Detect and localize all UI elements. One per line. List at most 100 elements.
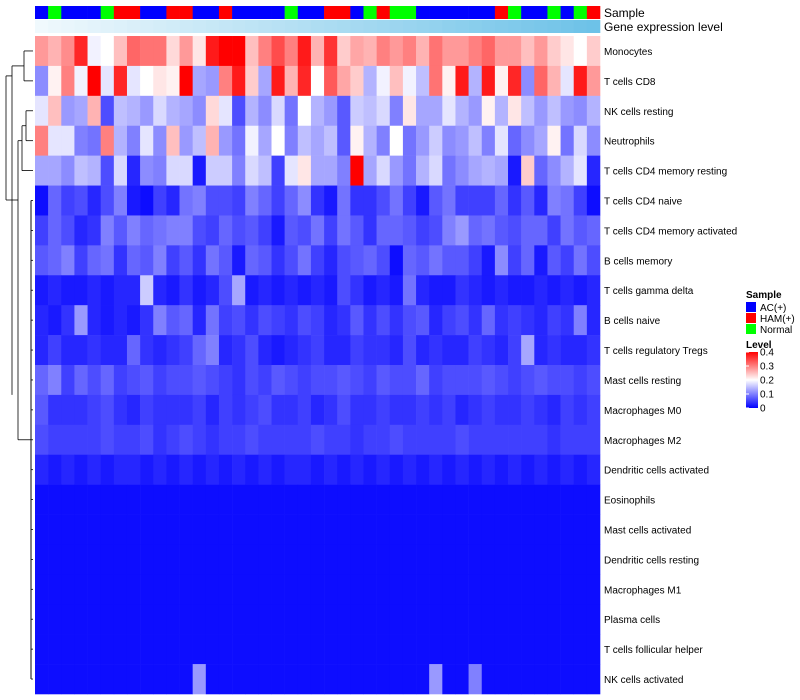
sample-annotation-cell (126, 6, 141, 19)
heatmap-cell (232, 634, 246, 665)
heatmap-cell (232, 365, 246, 396)
gene-expression-cell (100, 20, 115, 33)
heatmap-cell (455, 664, 469, 695)
heatmap-cell (205, 634, 220, 665)
heatmap-cell (61, 604, 75, 635)
gene-expression-cell (48, 20, 62, 33)
heatmap-cell (416, 275, 430, 306)
heatmap-cell (140, 65, 154, 97)
heatmap-cell (416, 65, 430, 97)
heatmap-cell (284, 664, 299, 695)
gene-expression-cell (218, 20, 233, 33)
heatmap-cell (48, 365, 62, 396)
heatmap-cell (402, 604, 417, 635)
sample-annotation-cell (271, 6, 285, 19)
sample-annotation-cell (416, 6, 430, 19)
heatmap-cell (534, 424, 548, 456)
heatmap-cell (74, 454, 88, 485)
heatmap-cell (74, 155, 88, 186)
heatmap-cell (547, 185, 561, 216)
heatmap-cell (468, 245, 483, 276)
heatmap-cell (297, 394, 312, 426)
heatmap-cell (126, 215, 141, 246)
heatmap-cell (363, 155, 377, 186)
heatmap-cell (258, 454, 272, 485)
heatmap-cell (310, 36, 325, 67)
heatmap-cell (468, 155, 483, 186)
heatmap-cell (376, 454, 391, 485)
heatmap-cell (494, 424, 509, 456)
heatmap-cell (179, 544, 193, 575)
heatmap-cell (61, 394, 75, 426)
heatmap-cell (494, 634, 509, 665)
heatmap-cell (258, 484, 272, 515)
heatmap-cell (324, 604, 338, 635)
heatmap-cell (573, 544, 588, 575)
heatmap-cell (218, 125, 233, 156)
heatmap-cell (232, 394, 246, 426)
heatmap-cell (35, 424, 49, 456)
heatmap-cell (61, 634, 75, 665)
heatmap-cell (48, 215, 62, 246)
heatmap-cell (100, 215, 115, 246)
heatmap-cell (494, 544, 509, 575)
heatmap-cell (153, 155, 167, 186)
heatmap-cell (586, 245, 601, 276)
heatmap-cell (350, 155, 364, 186)
heatmap-cell (74, 275, 88, 306)
heatmap-cell (271, 305, 285, 336)
heatmap-cell (508, 514, 522, 545)
heatmap-cell (113, 36, 128, 67)
heatmap-cell (573, 634, 588, 665)
heatmap-cell (126, 544, 141, 575)
heatmap-cell (126, 335, 141, 366)
row-label: NK cells resting (604, 107, 673, 118)
sample-annotation-cell (192, 6, 207, 19)
heatmap-cell (468, 95, 483, 127)
sample-annotation-cell (442, 6, 456, 19)
heatmap-cell (376, 484, 391, 515)
heatmap-cell (337, 574, 351, 605)
heatmap-cell (61, 36, 75, 67)
heatmap-cell (87, 424, 101, 456)
heatmap-cell (271, 484, 285, 515)
gene-expression-cell (310, 20, 325, 33)
heatmap-cell (297, 424, 312, 456)
heatmap-cell (153, 424, 167, 456)
heatmap-cell (166, 36, 180, 67)
heatmap-cell (153, 634, 167, 665)
heatmap-cell (284, 335, 299, 366)
heatmap-cell (324, 664, 338, 695)
heatmap-cell (560, 335, 575, 366)
heatmap-cell (402, 215, 417, 246)
heatmap-cell (363, 245, 377, 276)
heatmap-cell (113, 604, 128, 635)
sample-annotation-cell (573, 6, 588, 19)
heatmap-cell (166, 65, 180, 97)
heatmap-cell (586, 335, 601, 366)
heatmap-cell (455, 155, 469, 186)
heatmap-cell (74, 424, 88, 456)
heatmap-cell (310, 335, 325, 366)
heatmap-cell (284, 65, 299, 97)
heatmap-cell (547, 454, 561, 485)
row-label: T cells CD8 (604, 77, 656, 88)
heatmap-cell (258, 394, 272, 426)
heatmap-cell (271, 125, 285, 156)
heatmap-cell (192, 155, 207, 186)
gene-expression-annotation-bar (35, 20, 601, 33)
heatmap-cell (271, 365, 285, 396)
heatmap-cell (455, 484, 469, 515)
gene-expression-cell (547, 20, 561, 33)
heatmap-cell (87, 634, 101, 665)
heatmap-cell (179, 424, 193, 456)
heatmap-cell (429, 484, 443, 515)
heatmap-cell (153, 664, 167, 695)
heatmap-cell (560, 544, 575, 575)
heatmap-cell (245, 275, 259, 306)
heatmap-cell (245, 36, 259, 67)
heatmap-cell (271, 215, 285, 246)
heatmap-cell (205, 65, 220, 97)
sample-annotation-cell (560, 6, 575, 19)
heatmap-cell (573, 215, 588, 246)
